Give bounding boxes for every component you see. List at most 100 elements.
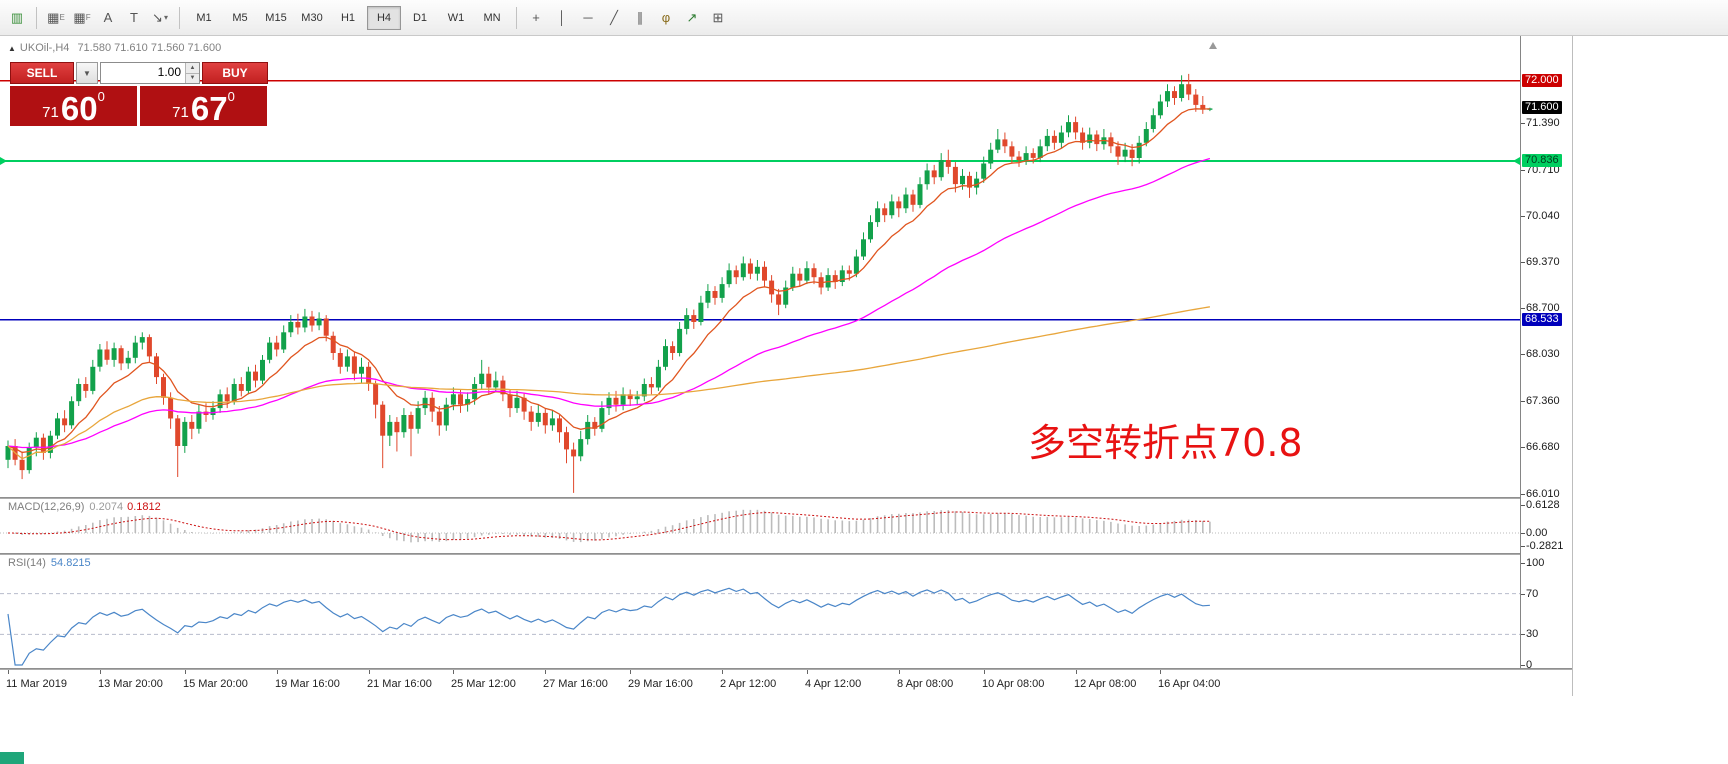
axis-tick — [1521, 123, 1525, 124]
arrow-tools-icon[interactable]: ↘ ▾ — [152, 9, 168, 25]
horizontal-line-icon[interactable]: ─ — [583, 10, 593, 25]
arrows-icon[interactable]: ↗ — [686, 9, 698, 25]
time-axis-label: 25 Mar 12:00 — [451, 678, 516, 690]
main-price-chart[interactable] — [0, 36, 1520, 497]
toolbar-separator — [36, 6, 37, 29]
timeframe-h1[interactable]: H1 — [340, 11, 356, 24]
ma-medium-line — [7, 157, 1211, 449]
price-tick-label: 69.370 — [1526, 256, 1560, 268]
time-tick — [984, 670, 985, 674]
time-tick — [630, 670, 631, 674]
expert-advisors-icon[interactable]: ▦ E — [47, 9, 65, 25]
level-arrow-left — [0, 157, 7, 166]
panel-divider[interactable] — [0, 497, 1572, 499]
crosshair-icon[interactable]: + — [532, 10, 540, 25]
timeframe-d1[interactable]: D1 — [412, 11, 428, 24]
time-axis[interactable]: 11 Mar 2019 13 Mar 20:00 15 Mar 20:00 19 Ma… — [0, 670, 1572, 696]
price-tick-label: 66.680 — [1526, 441, 1560, 453]
sell-price-prefix: 71 — [42, 104, 59, 121]
time-axis-label: 4 Apr 12:00 — [805, 678, 862, 690]
time-axis-label: 13 Mar 20:00 — [98, 678, 163, 690]
buy-price-display[interactable]: 71 67 0 — [140, 86, 267, 126]
time-tick — [277, 670, 278, 674]
sell-button[interactable]: SELL — [10, 62, 74, 84]
time-axis-label: 10 Apr 08:00 — [982, 678, 1045, 690]
rsi-panel[interactable] — [0, 555, 1520, 668]
equidistant-channel-icon[interactable]: ∥ — [636, 9, 644, 25]
axis-tick — [1521, 563, 1525, 564]
time-tick — [1076, 670, 1077, 674]
axis-tick — [1521, 594, 1525, 595]
volume-increase-button[interactable]: ▲ — [186, 63, 199, 74]
volume-decrease-button[interactable]: ▼ — [186, 73, 199, 83]
collapse-triangle-icon[interactable]: ▲ — [8, 44, 16, 53]
toolbar-tools-group: ▦ E ▦ F A T ↘ ▾ — [43, 5, 173, 31]
rsi-name: RSI(14) — [8, 557, 46, 569]
macd-signal-line — [7, 511, 1210, 541]
level-arrow-right — [1513, 157, 1520, 166]
toolbar: ▥ ▦ E ▦ F A T ↘ ▾ M1 M5 M15 M30 H1 H4 D1 W1 MN + │ ─ ╱ ∥ φ ↗ ⊞ — [0, 0, 1728, 36]
ma-slow-line — [7, 306, 1211, 460]
panel-divider[interactable] — [0, 668, 1572, 670]
timeframe-m30[interactable]: M30 — [301, 11, 323, 24]
time-axis-label: 2 Apr 12:00 — [720, 678, 777, 690]
grid-icon[interactable]: ▦ F — [73, 9, 91, 25]
buy-button[interactable]: BUY — [202, 62, 268, 84]
macd-name: MACD(12,26,9) — [8, 501, 85, 513]
axis-tick — [1521, 216, 1525, 217]
ohlc-values-label: 71.580 71.610 71.560 71.600 — [77, 42, 222, 54]
volume-input[interactable] — [101, 63, 185, 81]
text-box-icon[interactable]: T — [130, 10, 138, 25]
timeframe-h4[interactable]: H4 — [367, 5, 401, 30]
sell-price-pip: 0 — [97, 89, 105, 104]
new-order-icon[interactable]: ▥ — [10, 9, 24, 25]
rsi-axis-label: 0 — [1526, 659, 1533, 671]
timeframe-m15[interactable]: M15 — [265, 11, 287, 24]
price-tick-label: 71.390 — [1526, 117, 1560, 129]
trendline-icon[interactable]: ╱ — [610, 9, 618, 25]
time-tick — [1160, 670, 1161, 674]
price-axis[interactable]: 71.390 70.710 70.040 69.370 68.700 68.030 67.3… — [1520, 36, 1573, 671]
price-tick-label: 66.010 — [1526, 488, 1560, 500]
toolbar-separator — [179, 6, 180, 29]
buy-price-main: 67 — [190, 90, 228, 128]
volume-stepper: ▲ ▼ — [185, 63, 199, 83]
axis-tick — [1521, 170, 1525, 171]
buy-price-prefix: 71 — [172, 104, 189, 121]
macd-axis-label: 0.6128 — [1526, 499, 1560, 511]
volume-dropdown-button[interactable]: ▼ — [76, 62, 98, 84]
timeframe-m1[interactable]: M1 — [196, 11, 212, 24]
time-tick — [8, 670, 9, 674]
axis-tick — [1521, 308, 1525, 309]
annotation-text: 多空转折点70.8 — [1028, 421, 1303, 465]
time-axis-label: 12 Apr 08:00 — [1074, 678, 1137, 690]
timeframe-m5[interactable]: M5 — [232, 11, 248, 24]
time-tick — [545, 670, 546, 674]
sell-price-main: 60 — [60, 90, 98, 128]
axis-tick — [1521, 665, 1525, 666]
fibonacci-icon[interactable]: φ — [661, 10, 671, 25]
panel-divider[interactable] — [0, 553, 1572, 555]
time-axis-label: 29 Mar 16:00 — [628, 678, 693, 690]
time-axis-label: 15 Mar 20:00 — [183, 678, 248, 690]
ma-fast-line — [7, 108, 1210, 454]
price-tick-label: 70.040 — [1526, 210, 1560, 222]
time-axis-label: 16 Apr 04:00 — [1158, 678, 1221, 690]
level-price-label: 68.533 — [1522, 313, 1562, 326]
rsi-axis-label: 100 — [1526, 557, 1545, 569]
time-axis-label: 19 Mar 16:00 — [275, 678, 340, 690]
level-price-label: 72.000 — [1522, 74, 1562, 87]
macd-panel[interactable] — [0, 499, 1520, 553]
symbol-period-label: UKOil-,H4 — [19, 42, 70, 54]
sell-price-display[interactable]: 71 60 0 — [10, 86, 137, 126]
vertical-line-icon[interactable]: │ — [557, 10, 567, 25]
timeframe-mn[interactable]: MN — [483, 11, 501, 24]
time-tick — [722, 670, 723, 674]
time-tick — [185, 670, 186, 674]
toolbar-primary-group: ▥ — [4, 5, 30, 31]
price-tick-label: 70.710 — [1526, 164, 1560, 176]
axis-tick — [1521, 401, 1525, 402]
timeframe-w1[interactable]: W1 — [447, 11, 465, 24]
text-annotation-icon[interactable]: A — [103, 10, 113, 25]
indicators-icon[interactable]: ⊞ — [712, 9, 724, 25]
